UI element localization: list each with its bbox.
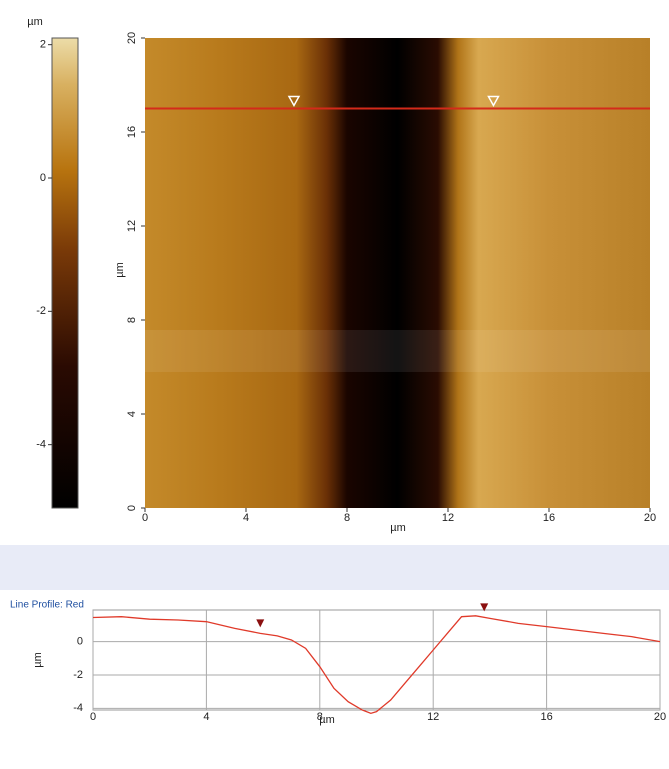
- image-y-tick-label: 12: [126, 220, 138, 232]
- x-tick-label: 16: [540, 711, 552, 723]
- x-tick-label: 8: [317, 711, 323, 723]
- profile-curve: [92, 615, 661, 715]
- y-tick-label: 0: [77, 636, 83, 648]
- profile-marker: [256, 619, 265, 628]
- image-y-tick-label: 16: [126, 126, 138, 138]
- colorbar-tick-label: 0: [40, 172, 46, 184]
- cursor-marker: [487, 95, 500, 108]
- profile-x-label: µm: [319, 714, 335, 726]
- scan-artifact: [145, 330, 650, 372]
- image-x-label: µm: [390, 522, 406, 534]
- image-x-tick-label: 16: [543, 512, 555, 524]
- profile-y-label: µm: [32, 652, 44, 668]
- colorbar: [51, 37, 79, 509]
- colorbar-tick-label: -2: [36, 305, 46, 317]
- profile-panel: [0, 590, 669, 769]
- cursor-marker: [287, 95, 301, 108]
- colorbar-tick-label: -4: [36, 439, 46, 451]
- image-y-tick-label: 8: [126, 317, 138, 323]
- image-x-tick-label: 8: [344, 512, 350, 524]
- x-tick-label: 12: [427, 711, 439, 723]
- y-tick-label: -4: [73, 702, 83, 714]
- image-x-tick-label: 0: [142, 512, 148, 524]
- image-x-tick-label: 20: [644, 512, 656, 524]
- colorbar-unit: µm: [27, 16, 43, 28]
- profile-marker: [480, 603, 489, 612]
- image-x-tick-label: 4: [243, 512, 249, 524]
- image-y-tick-label: 0: [126, 505, 138, 511]
- x-tick-label: 4: [203, 711, 209, 723]
- y-tick-label: -2: [73, 669, 83, 681]
- x-tick-label: 0: [90, 711, 96, 723]
- x-tick-label: 20: [654, 711, 666, 723]
- image-y-tick-label: 20: [126, 32, 138, 44]
- image-y-tick-label: 4: [126, 411, 138, 417]
- profile-title: Line Profile: Red: [10, 600, 84, 611]
- image-y-label: µm: [114, 262, 126, 278]
- afm-image: [145, 38, 650, 508]
- image-x-tick-label: 12: [442, 512, 454, 524]
- colorbar-tick-label: 2: [40, 39, 46, 51]
